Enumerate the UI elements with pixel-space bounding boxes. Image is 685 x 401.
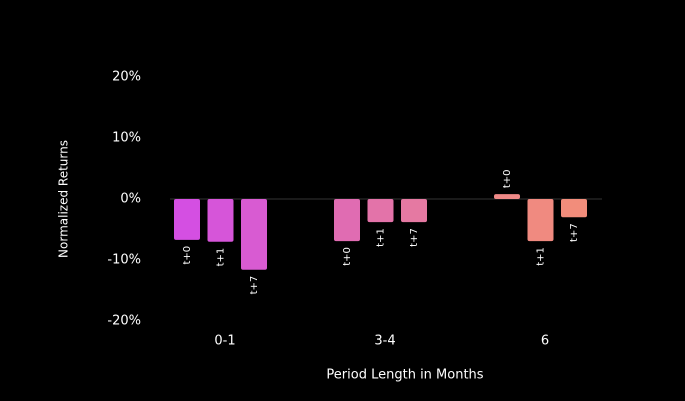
bar-label: t+0	[342, 247, 353, 266]
y-tick-label: 10%	[112, 131, 141, 146]
bar-label: t+0	[182, 246, 193, 265]
bar	[561, 199, 587, 218]
bar	[367, 199, 394, 223]
bar	[494, 194, 520, 199]
x-axis-label: Period Length in Months	[326, 368, 483, 383]
x-tick-label: 3-4	[374, 334, 395, 349]
bar	[401, 199, 427, 223]
y-tick-label: 20%	[112, 70, 141, 85]
bar	[207, 199, 234, 242]
y-tick-label: -10%	[107, 253, 141, 268]
y-axis-label: Normalized Returns	[57, 140, 71, 258]
bar-label: t+1	[216, 248, 227, 267]
bar	[174, 199, 200, 240]
bar-label: t+7	[409, 228, 420, 247]
y-tick-label: -20%	[107, 314, 141, 329]
x-tick-label: 6	[541, 334, 549, 349]
bar-label: t+0	[502, 169, 513, 188]
bar	[334, 199, 360, 242]
bar-label: t+7	[249, 276, 260, 295]
x-tick-label: 0-1	[214, 334, 235, 349]
bar-label: t+7	[569, 223, 580, 242]
bar	[241, 199, 267, 270]
bar-label: t+1	[376, 228, 387, 247]
y-tick-label: 0%	[120, 192, 141, 207]
bar-label: t+1	[536, 247, 547, 266]
bar	[527, 199, 554, 242]
